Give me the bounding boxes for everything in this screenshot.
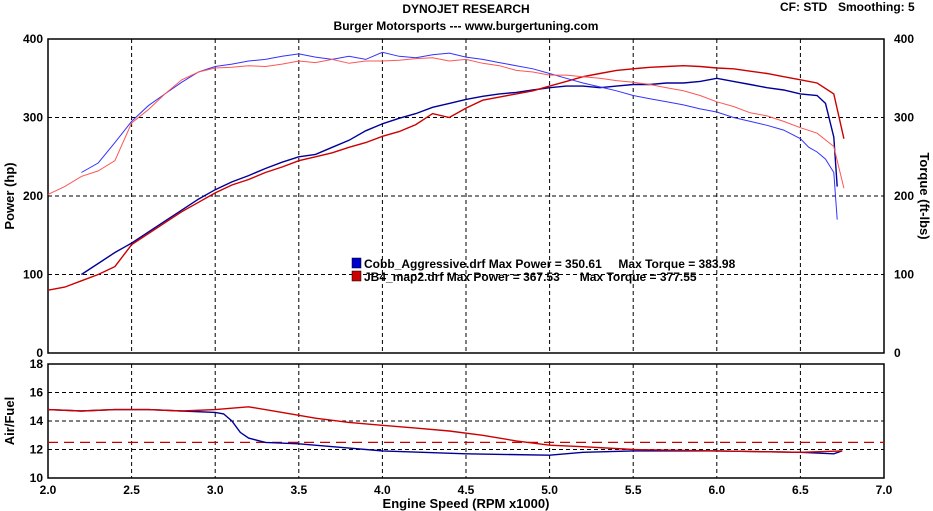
torque-tick-label: 300 xyxy=(894,111,914,125)
rpm-tick-label: 5.0 xyxy=(541,483,558,497)
power-tick-label: 100 xyxy=(23,268,43,282)
power-axis-label: Power (hp) xyxy=(2,162,17,229)
air-fuel-axis-label: Air/Fuel xyxy=(2,397,17,445)
series-line-power xyxy=(47,64,845,291)
air-fuel-plot: 2.0 2.5 3.0 3.5 4.0 4.5 5.0 5.5 6.0 6.5 7.0 10 12 14 1… xyxy=(2,357,893,511)
power-torque-series xyxy=(47,51,845,291)
power-torque-plot: 0 100 200 300 400 0 100 200 300 400 Power (hp) To… xyxy=(2,32,932,360)
torque-tick-label: 400 xyxy=(894,32,914,46)
rpm-tick-label: 3.0 xyxy=(207,483,224,497)
smoothing-label: Smoothing: 5 xyxy=(838,0,915,14)
torque-tick-label: 0 xyxy=(894,346,901,360)
chart-legend: Cobb_Aggressive.drf Max Power = 350.61 M… xyxy=(351,257,736,284)
torque-tick-label: 100 xyxy=(894,268,914,282)
torque-tick-label: 200 xyxy=(894,189,914,203)
series-line-torque xyxy=(47,57,845,195)
power-plot-ticks: 0 100 200 300 400 0 100 200 300 400 xyxy=(23,32,914,360)
power-plot-grid xyxy=(48,39,884,353)
legend-swatch-jb4 xyxy=(351,270,362,282)
rpm-tick-label: 6.5 xyxy=(792,483,809,497)
rpm-tick-label: 4.0 xyxy=(374,483,391,497)
power-tick-label: 0 xyxy=(36,346,43,360)
air-fuel-tick-label: 12 xyxy=(30,443,44,457)
air-fuel-tick-label: 16 xyxy=(30,386,44,400)
legend-entry-cobb: Cobb_Aggressive.drf Max Power = 350.61 M… xyxy=(364,257,736,271)
rpm-tick-label: 4.5 xyxy=(458,483,475,497)
rpm-tick-label: 2.0 xyxy=(40,483,57,497)
engine-speed-axis-label: Engine Speed (RPM x1000) xyxy=(383,496,550,511)
rpm-tick-label: 7.0 xyxy=(876,483,893,497)
series-line-torque xyxy=(81,51,838,220)
series-line-power xyxy=(81,77,838,276)
cf-label: CF: STD xyxy=(780,0,828,14)
legend-swatch-cobb xyxy=(351,257,362,269)
legend-entry-jb4: JB4_map2.drf Max Power = 367.53 Max Torq… xyxy=(364,270,697,284)
rpm-tick-label: 6.0 xyxy=(708,483,725,497)
series-line-air-fuel xyxy=(47,406,843,454)
air-fuel-series xyxy=(47,406,843,456)
chart-subtitle: Burger Motorsports --- www.burgertuning.… xyxy=(334,19,599,33)
chart-title: DYNOJET RESEARCH xyxy=(402,2,529,16)
rpm-tick-label: 2.5 xyxy=(123,483,140,497)
air-fuel-plot-ticks: 2.0 2.5 3.0 3.5 4.0 4.5 5.0 5.5 6.0 6.5 7.0 10 12 14 1… xyxy=(30,357,893,497)
torque-axis-label: Torque (ft-lbs) xyxy=(917,152,932,239)
power-tick-label: 300 xyxy=(23,111,43,125)
power-tick-label: 200 xyxy=(23,189,43,203)
air-fuel-tick-label: 14 xyxy=(30,414,44,428)
rpm-tick-label: 5.5 xyxy=(625,483,642,497)
air-fuel-tick-label: 10 xyxy=(30,471,44,485)
air-fuel-plot-grid xyxy=(48,364,884,478)
air-fuel-tick-label: 18 xyxy=(30,357,44,371)
rpm-tick-label: 3.5 xyxy=(290,483,307,497)
power-tick-label: 400 xyxy=(23,32,43,46)
